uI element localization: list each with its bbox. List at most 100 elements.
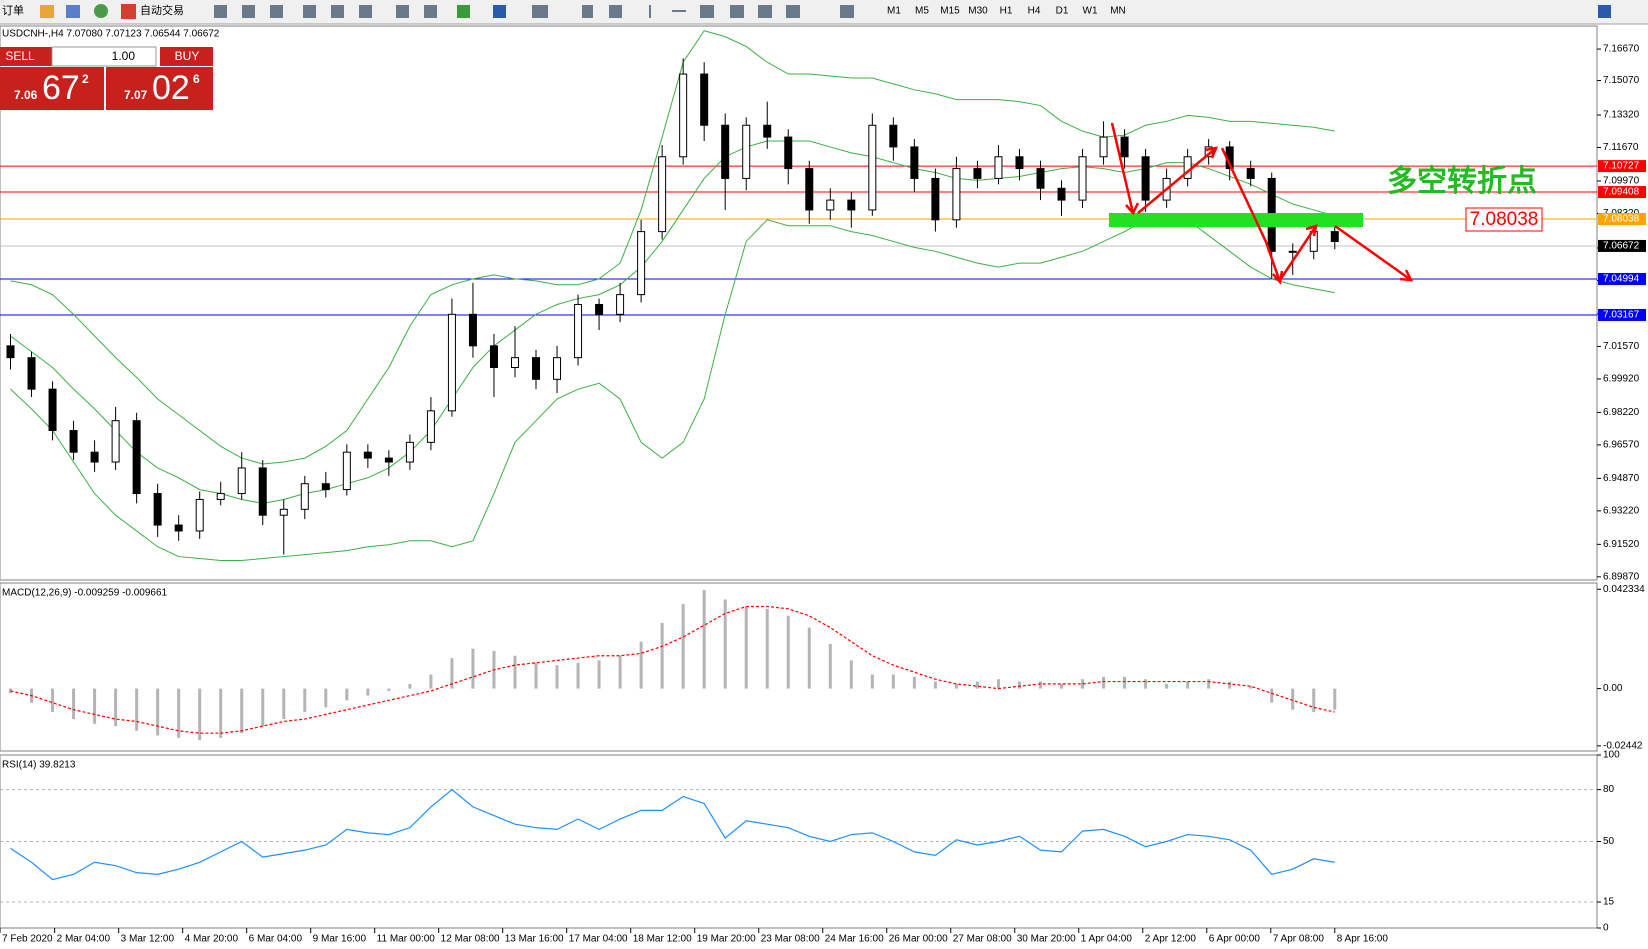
macd-chart: MACD(12,26,9) -0.009259 -0.009661 0.04233… — [2, 584, 1645, 752]
icon[interactable] — [66, 5, 80, 18]
timeframe-button[interactable]: H4 — [1028, 6, 1041, 17]
icon[interactable] — [700, 5, 714, 18]
macd-bar — [1270, 688, 1274, 703]
arrow — [1137, 147, 1217, 214]
timeframe-button[interactable]: D1 — [1056, 6, 1069, 17]
y-tick-label: 6.96570 — [1603, 440, 1640, 451]
icon[interactable] — [242, 5, 255, 18]
arrows — [1110, 122, 1414, 285]
y-tick-label: 6.99920 — [1603, 374, 1640, 385]
icon[interactable] — [94, 4, 108, 18]
macd-bar — [156, 688, 160, 736]
icon[interactable] — [331, 5, 344, 18]
candle-body — [195, 498, 204, 532]
timeframe-button[interactable]: M1 — [887, 6, 901, 17]
icon[interactable] — [649, 5, 651, 18]
arrow — [1278, 225, 1318, 281]
search-icon[interactable] — [1598, 5, 1611, 18]
candle-body — [1057, 187, 1066, 201]
buy-button[interactable] — [160, 47, 213, 66]
candle-body — [931, 177, 940, 221]
candle-body — [174, 524, 183, 532]
icon[interactable] — [359, 5, 372, 18]
macd-bar — [702, 590, 706, 689]
macd-bar — [387, 688, 391, 691]
icon[interactable] — [532, 5, 548, 18]
icon[interactable] — [270, 5, 283, 18]
macd-bar — [198, 688, 202, 741]
volume-input[interactable] — [51, 46, 157, 67]
candle-body — [342, 451, 351, 491]
candle-body — [742, 124, 751, 179]
icon[interactable] — [493, 5, 506, 18]
candle-body — [69, 430, 78, 453]
ask-box[interactable] — [106, 67, 213, 110]
candle-body — [300, 483, 309, 510]
x-tick-label: 11 Mar 00:00 — [377, 934, 436, 945]
macd-bar — [828, 644, 832, 689]
macd-bar — [282, 688, 286, 720]
icon[interactable] — [457, 5, 470, 18]
x-tick-label: 7 Apr 08:00 — [1273, 934, 1325, 945]
candle-body — [258, 467, 267, 516]
timeframe-button[interactable]: W1 — [1083, 6, 1098, 17]
icon[interactable] — [303, 5, 316, 18]
icon[interactable] — [214, 5, 227, 18]
auto-trading-button[interactable]: 自动交易 — [140, 3, 184, 17]
timeframe-button[interactable]: M30 — [968, 6, 988, 17]
icon[interactable] — [609, 5, 622, 18]
x-tick-label: 19 Mar 20:00 — [697, 934, 756, 945]
icon[interactable] — [424, 5, 437, 18]
auto-trading-icon[interactable] — [121, 4, 136, 19]
chart-title: USDCNH-,H4 7.07080 7.07123 7.06544 7.066… — [2, 29, 220, 40]
x-tick-label: 30 Mar 20:00 — [1017, 934, 1076, 945]
timeframe-button[interactable]: MN — [1110, 6, 1126, 17]
timeframe-button[interactable]: M15 — [940, 6, 960, 17]
icon[interactable] — [40, 5, 54, 18]
candle-body — [763, 124, 772, 138]
macd-bar — [660, 622, 664, 689]
icon[interactable] — [840, 5, 854, 18]
price-note-box — [1465, 207, 1543, 232]
sell-label[interactable]: SELL — [5, 49, 35, 63]
y-tick-label: 6.89870 — [1603, 571, 1640, 582]
candle-body — [1036, 168, 1045, 189]
macd-bar — [744, 606, 748, 689]
icon[interactable] — [730, 5, 744, 18]
timeframe-button[interactable]: H1 — [1000, 6, 1013, 17]
candle-body — [658, 156, 667, 233]
icon[interactable] — [672, 10, 686, 12]
arrow-head — [1272, 270, 1284, 285]
indicator-label: MACD(12,26,9) -0.009259 -0.009661 — [2, 588, 168, 599]
icon[interactable] — [582, 5, 593, 18]
bid-box[interactable] — [0, 67, 104, 110]
macd-bar — [723, 599, 727, 689]
new-order-button[interactable]: 订单 — [2, 4, 24, 17]
y-tick-label: 6.94870 — [1603, 473, 1640, 484]
macd-bar — [534, 662, 538, 689]
main-panel — [0, 25, 1598, 581]
timeframe-button[interactable]: M5 — [915, 6, 929, 17]
indicator-label: RSI(14) 39.8213 — [2, 760, 76, 771]
sell-button[interactable] — [0, 47, 58, 66]
candle-body — [595, 303, 604, 315]
macd-bar — [639, 641, 643, 689]
icon[interactable] — [396, 5, 409, 18]
level-label: 7.04994 — [1603, 274, 1640, 285]
band-lower — [10, 215, 1335, 562]
candle-body — [321, 483, 330, 491]
icon[interactable] — [786, 5, 800, 18]
buy-label[interactable]: BUY — [175, 49, 200, 63]
arrow — [1334, 224, 1412, 282]
y-tick-label: 7.11670 — [1603, 142, 1639, 153]
macd-bar — [177, 688, 181, 738]
x-tick-label: 17 Mar 04:00 — [569, 934, 628, 945]
macd-bar — [618, 655, 622, 689]
icon[interactable] — [758, 5, 772, 18]
y-tick-label: 7.13320 — [1603, 110, 1640, 121]
volume[interactable]: 1.00 — [112, 49, 136, 63]
macd-bar — [1017, 681, 1021, 689]
candle-body — [489, 345, 498, 368]
macd-bar — [1186, 681, 1190, 689]
